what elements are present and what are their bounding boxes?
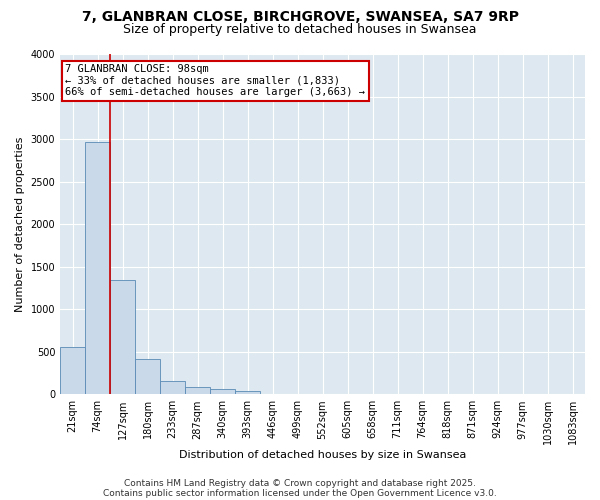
Text: 7, GLANBRAN CLOSE, BIRCHGROVE, SWANSEA, SA7 9RP: 7, GLANBRAN CLOSE, BIRCHGROVE, SWANSEA, … — [82, 10, 518, 24]
Y-axis label: Number of detached properties: Number of detached properties — [15, 136, 25, 312]
Bar — [110, 280, 135, 394]
Bar — [160, 381, 185, 394]
Text: 7 GLANBRAN CLOSE: 98sqm
← 33% of detached houses are smaller (1,833)
66% of semi: 7 GLANBRAN CLOSE: 98sqm ← 33% of detache… — [65, 64, 365, 98]
X-axis label: Distribution of detached houses by size in Swansea: Distribution of detached houses by size … — [179, 450, 466, 460]
Bar — [210, 389, 235, 394]
Bar — [60, 346, 85, 395]
Text: Contains public sector information licensed under the Open Government Licence v3: Contains public sector information licen… — [103, 488, 497, 498]
Text: Contains HM Land Registry data © Crown copyright and database right 2025.: Contains HM Land Registry data © Crown c… — [124, 478, 476, 488]
Bar — [135, 360, 160, 394]
Bar — [235, 391, 260, 394]
Bar — [185, 386, 210, 394]
Bar — [85, 142, 110, 394]
Title: 7, GLANBRAN CLOSE, BIRCHGROVE, SWANSEA, SA7 9RP
Size of property relative to det: 7, GLANBRAN CLOSE, BIRCHGROVE, SWANSEA, … — [0, 499, 1, 500]
Text: Size of property relative to detached houses in Swansea: Size of property relative to detached ho… — [123, 22, 477, 36]
